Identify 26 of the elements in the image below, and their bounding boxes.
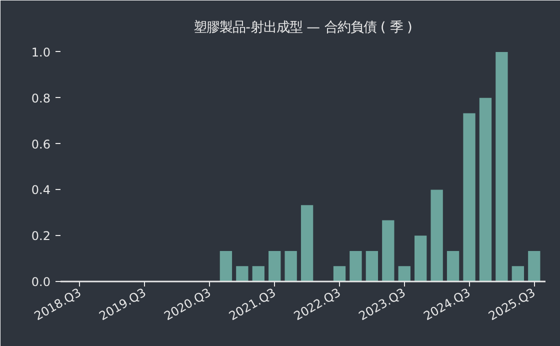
- bar: [479, 98, 492, 282]
- bar: [333, 266, 346, 282]
- bar: [398, 266, 410, 282]
- y-tick-label: 0.0: [31, 275, 51, 289]
- bar: [300, 205, 314, 282]
- bar: [284, 250, 297, 282]
- bar: [220, 250, 232, 282]
- y-tick-label: 0.6: [31, 137, 51, 152]
- chart-title: 塑膠製品-射出成型 — 合約負債 ( 季 ): [194, 20, 412, 36]
- bar: [414, 236, 427, 282]
- bar: [512, 266, 524, 282]
- y-tick-label: 1.0: [31, 45, 51, 60]
- bar: [252, 266, 264, 282]
- bar: [236, 266, 248, 282]
- bar: [268, 250, 281, 282]
- bar: [463, 113, 476, 282]
- bar: [446, 250, 460, 282]
- y-tick-label: 0.8: [31, 91, 51, 106]
- y-tick-label: 0.2: [31, 229, 51, 244]
- bar: [528, 250, 540, 282]
- bar: [382, 220, 394, 282]
- bar: [430, 190, 443, 282]
- bar: [350, 250, 362, 282]
- bar: [366, 250, 378, 282]
- bar: [496, 52, 508, 282]
- y-tick-label: 0.4: [31, 183, 51, 198]
